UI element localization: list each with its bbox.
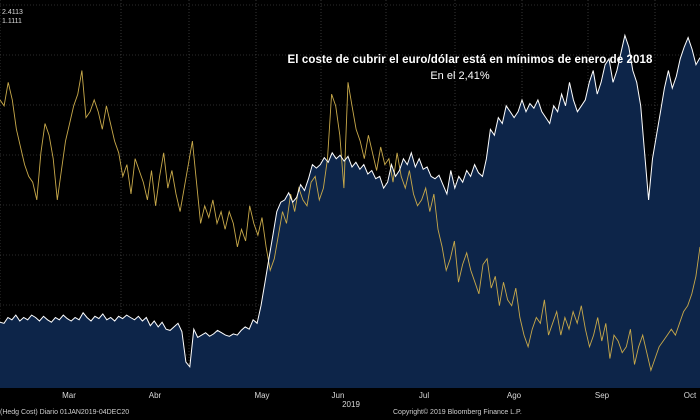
x-tick-label: Sep (595, 391, 610, 400)
x-tick-label: Abr (149, 391, 162, 400)
x-tick-label: Jul (419, 391, 429, 400)
series-line-hedging-cost (0, 33, 700, 369)
x-tick-label: Oct (684, 391, 697, 400)
x-tick-label: Mar (62, 391, 76, 400)
x-tick-label: Ago (507, 391, 522, 400)
chart-subtitle: En el 2,41% (430, 70, 490, 82)
footer-copyright: Copyright© 2019 Bloomberg Finance L.P. (393, 409, 522, 416)
series-area-hedging-cost (0, 35, 700, 389)
x-tick-label: May (254, 391, 269, 400)
x-tick-label: Jun (332, 391, 345, 400)
y-tag-bottom: 1.1111 (2, 18, 22, 25)
footer-series-info: (Hedg Cost) Diario 01JAN2019-04DEC20 (0, 409, 130, 416)
series-line-comparison (0, 70, 700, 373)
year-label: 2019 (342, 400, 360, 409)
chart-title: El coste de cubrir el euro/dólar está en… (287, 54, 653, 66)
y-tag-top: 2.4113 (2, 9, 23, 16)
x-axis: Mar Abr May Jun Jul Ago Sep Oct (62, 391, 697, 400)
